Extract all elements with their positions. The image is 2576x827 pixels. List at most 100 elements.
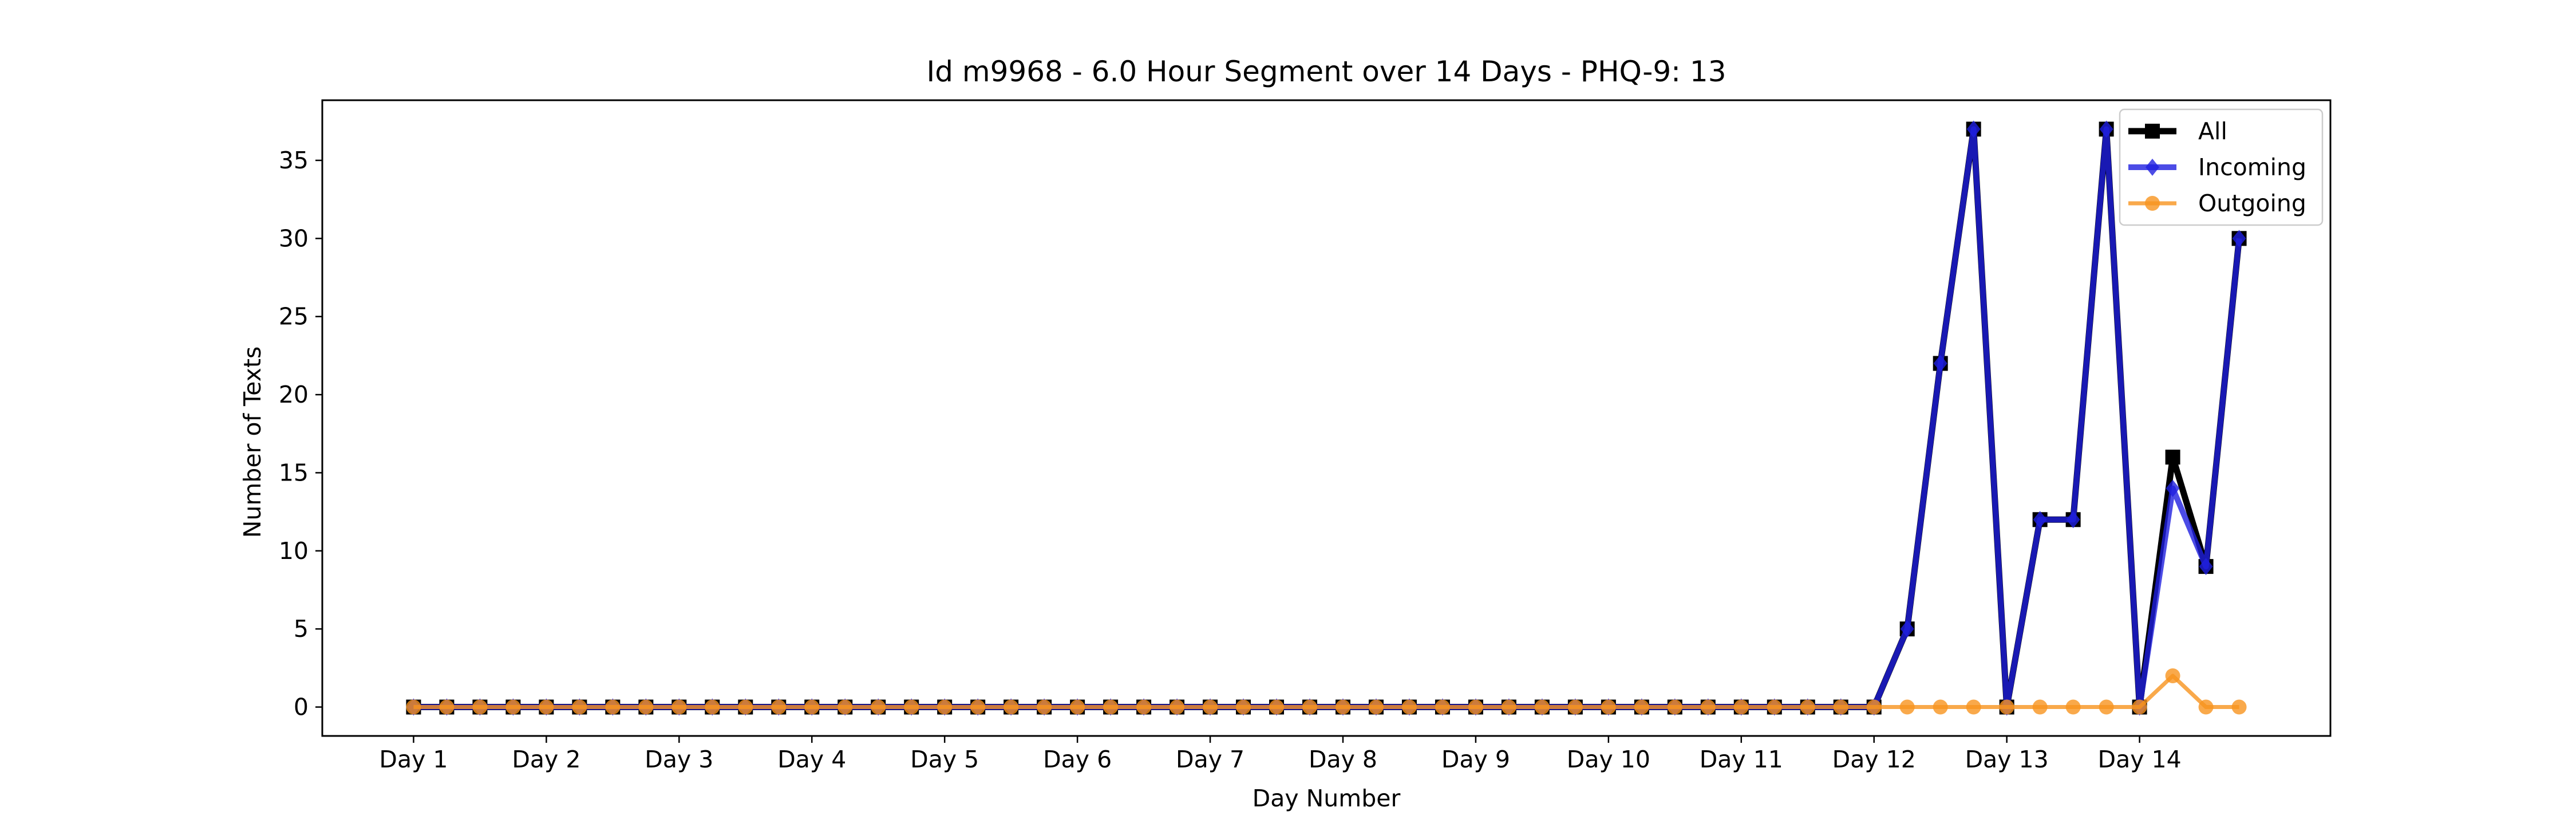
data-point-incoming bbox=[2066, 511, 2080, 529]
data-point-outgoing bbox=[572, 699, 587, 715]
legend-label-all: All bbox=[2198, 117, 2227, 145]
series-incoming bbox=[406, 120, 2246, 716]
data-point-outgoing bbox=[1700, 699, 1716, 715]
y-tick-label: 0 bbox=[294, 694, 309, 721]
data-point-outgoing bbox=[937, 699, 953, 715]
data-point-outgoing bbox=[2132, 699, 2147, 715]
legend-marker-outgoing bbox=[2145, 196, 2160, 211]
data-point-outgoing bbox=[1368, 699, 1384, 715]
x-tick-label: Day 13 bbox=[1965, 746, 2049, 773]
data-point-outgoing bbox=[1567, 699, 1583, 715]
data-point-outgoing bbox=[1733, 699, 1749, 715]
data-point-outgoing bbox=[671, 699, 687, 715]
data-point-outgoing bbox=[837, 699, 853, 715]
data-point-incoming bbox=[2099, 120, 2113, 138]
data-point-outgoing bbox=[970, 699, 986, 715]
x-tick-label: Day 7 bbox=[1176, 746, 1244, 773]
series-line-outgoing bbox=[413, 674, 2239, 710]
data-point-all bbox=[2165, 450, 2180, 465]
data-point-outgoing bbox=[1899, 699, 1915, 715]
series-layer bbox=[406, 120, 2247, 716]
data-point-outgoing bbox=[904, 699, 919, 715]
data-point-outgoing bbox=[1302, 699, 1318, 715]
series-all bbox=[406, 121, 2247, 715]
x-tick-label: Day 3 bbox=[645, 746, 713, 773]
x-tick-label: Day 6 bbox=[1043, 746, 1112, 773]
data-point-outgoing bbox=[2231, 699, 2247, 715]
data-point-outgoing bbox=[1103, 699, 1119, 715]
data-point-incoming bbox=[1933, 355, 1947, 372]
data-point-incoming bbox=[2232, 230, 2246, 247]
data-point-outgoing bbox=[1767, 699, 1782, 715]
data-point-outgoing bbox=[539, 699, 554, 715]
y-tick-label: 5 bbox=[294, 615, 309, 643]
y-tick-label: 30 bbox=[279, 225, 309, 252]
y-tick-label: 35 bbox=[279, 147, 309, 174]
data-point-outgoing bbox=[1236, 699, 1251, 715]
y-tick-label: 15 bbox=[279, 459, 309, 486]
data-point-outgoing bbox=[705, 699, 720, 715]
data-point-outgoing bbox=[1966, 699, 1981, 715]
data-point-outgoing bbox=[472, 699, 488, 715]
data-point-outgoing bbox=[1335, 699, 1350, 715]
data-point-outgoing bbox=[871, 699, 886, 715]
data-point-outgoing bbox=[771, 699, 787, 715]
data-point-outgoing bbox=[1833, 699, 1848, 715]
data-point-outgoing bbox=[2165, 668, 2180, 683]
x-tick-label: Day 12 bbox=[1832, 746, 1916, 773]
data-point-outgoing bbox=[1203, 699, 1218, 715]
data-point-outgoing bbox=[1667, 699, 1682, 715]
x-tick-label: Day 9 bbox=[1441, 746, 1510, 773]
data-point-outgoing bbox=[1534, 699, 1550, 715]
x-tick-label: Day 11 bbox=[1700, 746, 1783, 773]
data-point-outgoing bbox=[406, 699, 421, 715]
x-tick-label: Day 10 bbox=[1567, 746, 1650, 773]
legend-label-incoming: Incoming bbox=[2198, 153, 2306, 181]
chart-title: Id m9968 - 6.0 Hour Segment over 14 Days… bbox=[926, 55, 1726, 88]
data-point-outgoing bbox=[2198, 699, 2214, 715]
x-tick-label: Day 5 bbox=[910, 746, 979, 773]
plot-frame bbox=[321, 99, 2332, 737]
data-point-outgoing bbox=[1501, 699, 1516, 715]
data-point-outgoing bbox=[1401, 699, 1417, 715]
legend: All Incoming Outgoing bbox=[2119, 108, 2324, 226]
data-point-outgoing bbox=[1634, 699, 1649, 715]
legend-marker-incoming bbox=[2146, 159, 2159, 176]
series-line-incoming bbox=[413, 126, 2242, 710]
data-point-outgoing bbox=[1170, 699, 1185, 715]
y-tick-label: 25 bbox=[279, 303, 309, 330]
series-line-all bbox=[413, 125, 2243, 711]
data-point-outgoing bbox=[1070, 699, 1085, 715]
data-point-outgoing bbox=[2099, 699, 2114, 715]
y-tick-label: 10 bbox=[279, 537, 309, 565]
x-axis-label: Day Number bbox=[1253, 785, 1401, 812]
x-tick-label: Day 1 bbox=[379, 746, 448, 773]
data-point-outgoing bbox=[1933, 699, 1948, 715]
x-tick-label: Day 8 bbox=[1309, 746, 1377, 773]
x-tick-label: Day 14 bbox=[2098, 746, 2182, 773]
data-point-outgoing bbox=[738, 699, 753, 715]
data-point-incoming bbox=[2033, 511, 2047, 529]
legend-marker-all bbox=[2145, 124, 2160, 139]
data-point-outgoing bbox=[2065, 699, 2081, 715]
data-point-outgoing bbox=[2032, 699, 2048, 715]
data-point-outgoing bbox=[638, 699, 654, 715]
data-point-incoming bbox=[1966, 120, 1981, 138]
data-point-outgoing bbox=[1601, 699, 1616, 715]
data-point-outgoing bbox=[804, 699, 820, 715]
data-point-outgoing bbox=[1136, 699, 1152, 715]
axes-layer: Day 1 Day 2 Day 3 Day 4 Day 5 Day 6 Day 7 Day 8… bbox=[279, 99, 2332, 773]
y-tick-label: 20 bbox=[279, 381, 309, 408]
legend-label-outgoing: Outgoing bbox=[2198, 190, 2306, 217]
data-point-outgoing bbox=[1999, 699, 2014, 715]
data-point-incoming bbox=[2166, 479, 2180, 497]
data-point-outgoing bbox=[439, 699, 455, 715]
data-point-outgoing bbox=[1003, 699, 1019, 715]
data-point-outgoing bbox=[1800, 699, 1815, 715]
data-point-outgoing bbox=[605, 699, 621, 715]
series-outgoing bbox=[406, 668, 2247, 715]
data-point-outgoing bbox=[1468, 699, 1483, 715]
data-point-outgoing bbox=[1435, 699, 1450, 715]
